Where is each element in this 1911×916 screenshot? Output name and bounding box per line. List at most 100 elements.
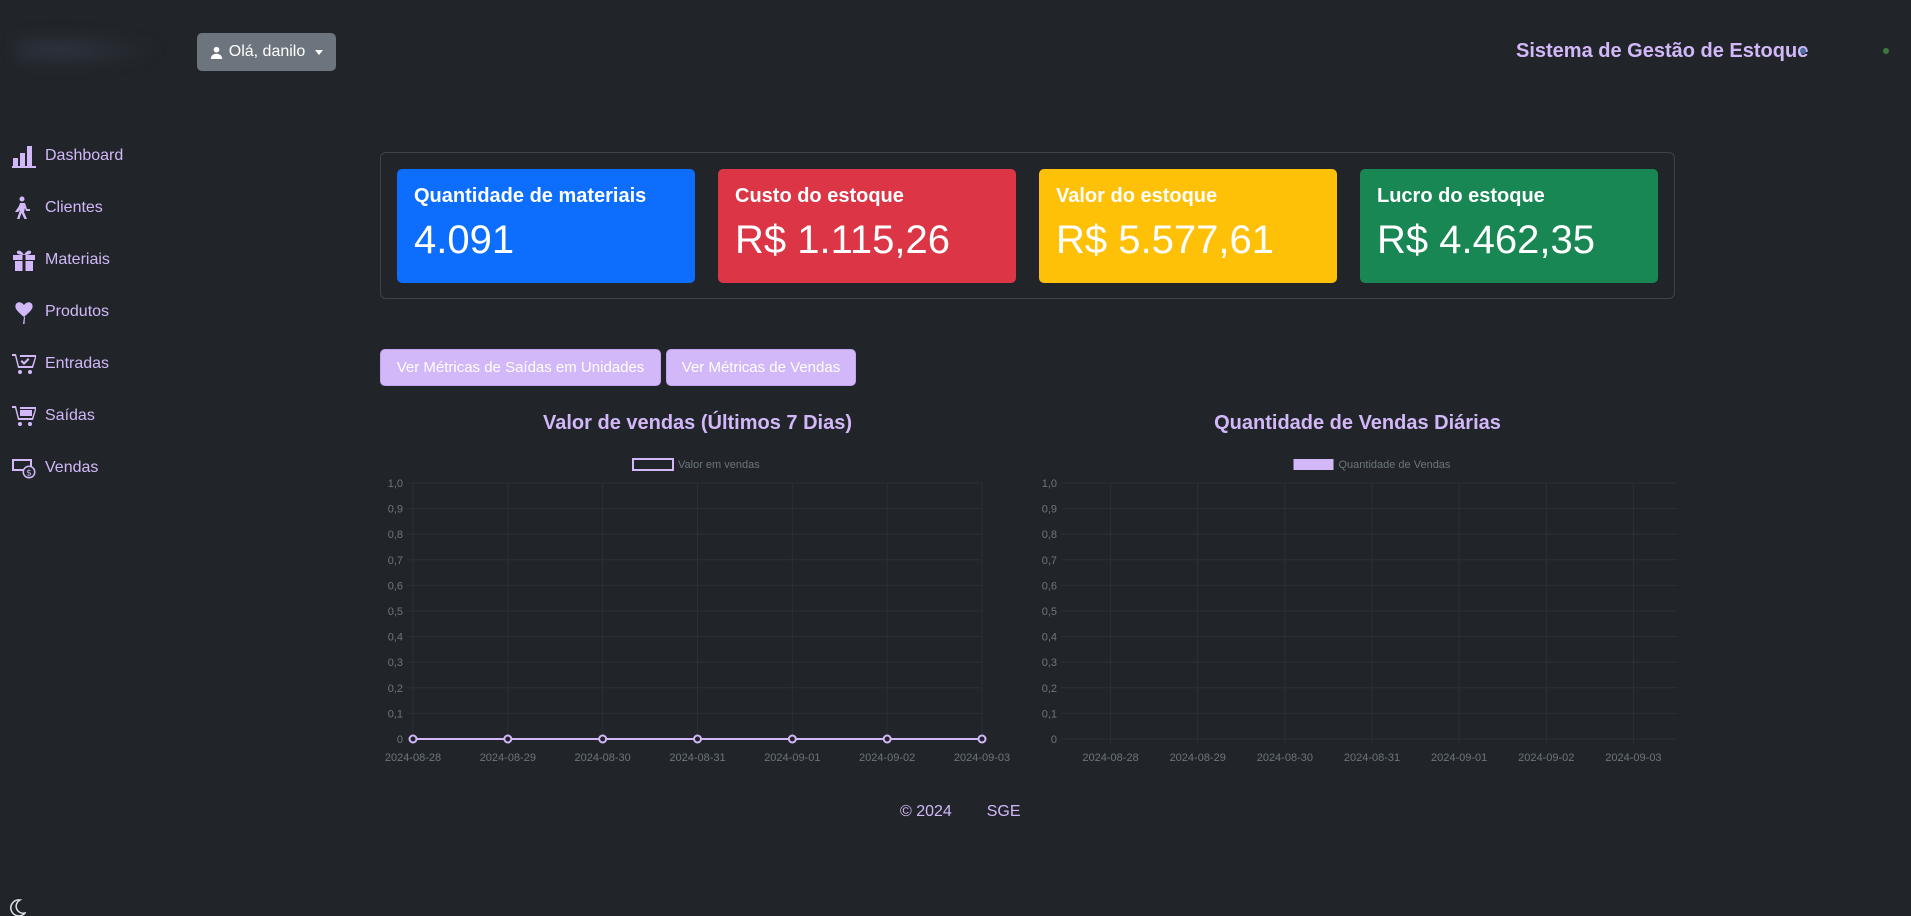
y-tick-label: 0,2 xyxy=(388,683,403,695)
brand-logo xyxy=(14,30,164,70)
x-tick-label: 2024-09-01 xyxy=(764,752,820,764)
y-tick-label: 0,5 xyxy=(388,606,403,618)
chart-bar-icon xyxy=(12,146,36,168)
sidebar: Dashboard Clientes Materiais Produtos En… xyxy=(12,130,123,494)
sidebar-item-label: Entradas xyxy=(45,355,110,372)
cart-check-icon xyxy=(12,354,36,374)
y-tick-label: 0,7 xyxy=(388,555,403,567)
x-tick-label: 2024-09-02 xyxy=(1518,752,1574,764)
user-icon xyxy=(210,46,222,59)
x-tick-label: 2024-09-03 xyxy=(1605,752,1661,764)
x-tick-label: 2024-08-31 xyxy=(669,752,725,764)
sidebar-item-label: Dashboard xyxy=(45,147,124,164)
card-title: Custo do estoque xyxy=(735,185,904,207)
status-dot xyxy=(1800,48,1806,54)
card-value: R$ 1.115,26 xyxy=(735,218,950,262)
card-value: R$ 5.577,61 xyxy=(1056,218,1274,262)
sidebar-item-dashboard[interactable]: Dashboard xyxy=(12,130,123,182)
sidebar-item-saidas[interactable]: Saídas xyxy=(12,390,123,442)
x-tick-label: 2024-08-28 xyxy=(385,752,441,764)
bar-chart-quantidade-vendas: 0 0,1 0,2 0,3 0,4 0,5 0,6 0,7 0,8 0,9 1,0 2024-08-2… xyxy=(1042,459,1677,764)
data-point xyxy=(408,734,418,744)
y-tick-label: 0,6 xyxy=(1042,580,1057,592)
footer-brand: SGE xyxy=(986,803,1021,820)
x-tick-label: 2024-09-02 xyxy=(859,752,915,764)
user-button-label: Olá, danilo xyxy=(228,43,306,60)
legend-label: Valor em vendas xyxy=(678,459,760,471)
y-tick-label: 1,0 xyxy=(1042,478,1057,490)
y-tick-label: 0,1 xyxy=(1042,708,1057,720)
data-point xyxy=(977,734,987,744)
y-tick-label: 0,7 xyxy=(1042,555,1057,567)
footer: © 2024 SGE xyxy=(900,803,1021,821)
y-tick-label: 0,8 xyxy=(388,529,403,541)
card-title: Valor do estoque xyxy=(1056,185,1218,207)
line-chart-valor-vendas: 0 0,1 0,2 0,3 0,4 0,5 0,6 0,7 0,8 0,9 1,0 2024-08-2… xyxy=(385,458,1010,764)
y-tick-label: 0,6 xyxy=(388,580,403,592)
heart-balloon-icon xyxy=(15,302,33,324)
data-point xyxy=(787,734,797,744)
legend-label: Quantidade de Vendas xyxy=(1339,459,1451,471)
y-tick-label: 0,4 xyxy=(388,632,403,644)
chart-title-valor-vendas: Valor de vendas (Últimos 7 Dias) xyxy=(543,412,852,434)
x-tick-label: 2024-09-03 xyxy=(954,752,1010,764)
data-point xyxy=(882,734,892,744)
y-tick-label: 0,9 xyxy=(1042,504,1057,516)
card-lucro-estoque: Lucro do estoque R$ 4.462,35 xyxy=(1360,169,1658,283)
moon-icon[interactable] xyxy=(8,898,26,916)
y-tick-label: 0,2 xyxy=(1042,683,1057,695)
x-tick-label: 2024-08-28 xyxy=(1082,752,1138,764)
data-point xyxy=(503,734,513,744)
y-tick-label: 0,3 xyxy=(388,657,403,669)
chart-title-quantidade-vendas: Quantidade de Vendas Diárias xyxy=(1214,412,1501,434)
chevron-down-icon xyxy=(315,49,324,55)
sidebar-item-label: Materiais xyxy=(45,251,110,268)
sidebar-item-label: Produtos xyxy=(45,303,110,320)
x-tick-label: 2024-08-30 xyxy=(575,752,631,764)
cart-icon xyxy=(12,406,36,426)
summary-cards-panel: Quantidade de materiais 4.091 Custo do e… xyxy=(380,152,1675,299)
card-title: Quantidade de materiais xyxy=(414,185,647,207)
card-value: R$ 4.462,35 xyxy=(1377,218,1595,262)
y-tick-label: 0,1 xyxy=(388,708,403,720)
y-tick-label: 0 xyxy=(1051,734,1057,746)
sidebar-item-label: Clientes xyxy=(45,199,103,216)
money-icon: $ xyxy=(12,459,36,479)
y-tick-label: 0 xyxy=(397,734,403,746)
saidas-metrics-button[interactable]: Ver Métricas de Saídas em Unidades xyxy=(380,349,661,386)
vendas-metrics-button[interactable]: Ver Métricas de Vendas xyxy=(666,349,856,386)
x-tick-label: 2024-09-01 xyxy=(1431,752,1487,764)
y-tick-label: 0,9 xyxy=(388,504,403,516)
data-point xyxy=(598,734,608,744)
x-tick-label: 2024-08-30 xyxy=(1257,752,1313,764)
sidebar-item-produtos[interactable]: Produtos xyxy=(12,286,123,338)
svg-text:$: $ xyxy=(26,469,32,479)
y-tick-label: 0,3 xyxy=(1042,657,1057,669)
gift-icon xyxy=(13,250,35,271)
sidebar-item-materiais[interactable]: Materiais xyxy=(12,234,123,286)
sidebar-item-vendas[interactable]: $ Vendas xyxy=(12,442,123,494)
footer-copyright: © 2024 xyxy=(900,803,952,820)
y-tick-label: 0,5 xyxy=(1042,606,1057,618)
app-title: Sistema de Gestão de Estoque xyxy=(1516,40,1809,62)
card-value: 4.091 xyxy=(414,218,515,262)
status-dot xyxy=(1883,48,1889,54)
y-tick-label: 0,4 xyxy=(1042,632,1057,644)
data-point xyxy=(693,734,702,744)
sidebar-item-label: Vendas xyxy=(45,459,99,476)
user-menu-button[interactable]: Olá, danilo xyxy=(197,33,336,71)
card-custo-estoque: Custo do estoque R$ 1.115,26 xyxy=(718,169,1016,283)
card-valor-estoque: Valor do estoque R$ 5.577,61 xyxy=(1039,169,1337,283)
card-title: Lucro do estoque xyxy=(1377,185,1545,207)
card-quantidade-materiais: Quantidade de materiais 4.091 xyxy=(397,169,695,283)
x-tick-label: 2024-08-29 xyxy=(480,752,536,764)
y-tick-label: 1,0 xyxy=(388,478,403,490)
person-walking-icon xyxy=(15,196,30,219)
legend-swatch xyxy=(632,458,674,471)
legend-swatch xyxy=(1293,459,1334,470)
sidebar-item-clientes[interactable]: Clientes xyxy=(12,182,123,234)
x-tick-label: 2024-08-31 xyxy=(1344,752,1400,764)
sidebar-item-entradas[interactable]: Entradas xyxy=(12,338,123,390)
sidebar-item-label: Saídas xyxy=(45,407,95,424)
x-tick-label: 2024-08-29 xyxy=(1170,752,1226,764)
